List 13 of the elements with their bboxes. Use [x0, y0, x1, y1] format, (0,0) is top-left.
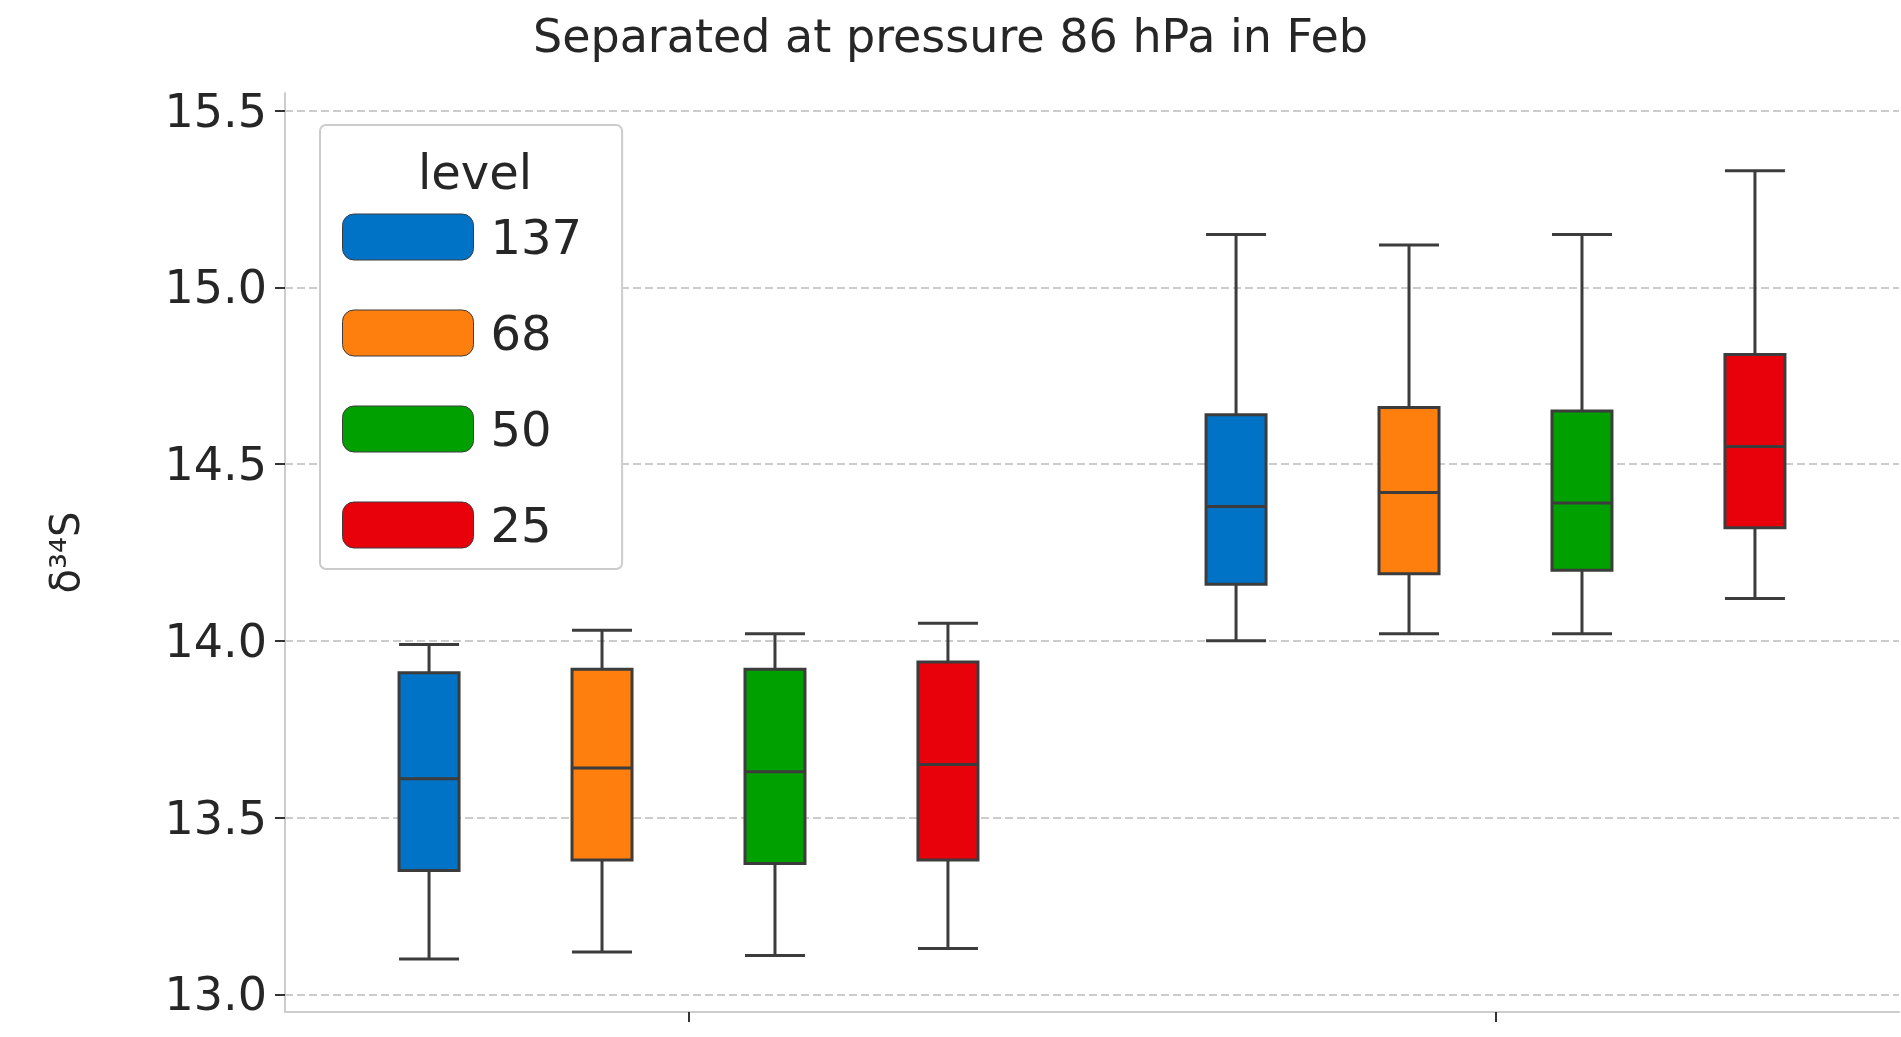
y-tick-label: 15.5 [164, 83, 267, 138]
legend-label: 137 [490, 209, 583, 265]
legend-label: 68 [490, 305, 552, 361]
chart-title: Separated at pressure 86 hPa in Feb [532, 9, 1369, 63]
y-axis-title: δ³⁴S [42, 511, 88, 594]
y-tick-label: 13.5 [164, 790, 267, 845]
y-tick-label: 15.0 [164, 260, 267, 315]
legend-title: level [418, 144, 533, 200]
y-tick-label: 14.5 [164, 437, 267, 492]
legend-label: 25 [490, 497, 552, 553]
y-tick-label: 13.0 [164, 967, 267, 1022]
y-tick-label: 14.0 [164, 613, 267, 668]
legend-label: 50 [490, 401, 552, 457]
